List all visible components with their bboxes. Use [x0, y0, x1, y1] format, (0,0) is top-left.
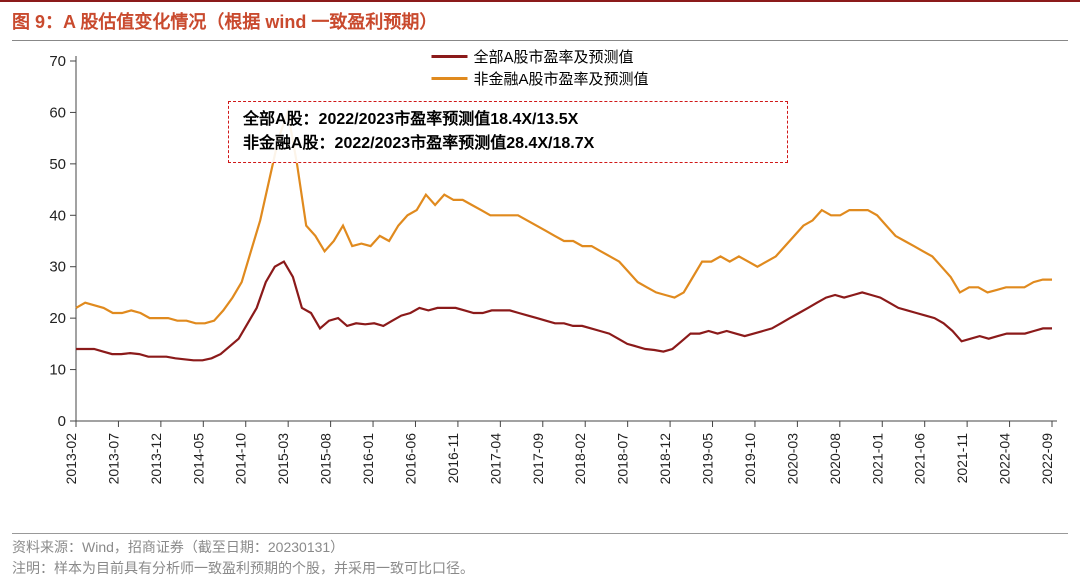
svg-text:2021-11: 2021-11 [954, 433, 970, 484]
svg-text:2013-02: 2013-02 [63, 433, 79, 485]
svg-text:0: 0 [58, 413, 66, 430]
svg-text:2014-10: 2014-10 [233, 433, 249, 485]
svg-text:2021-01: 2021-01 [869, 433, 885, 485]
legend-item-series2: 非金融A股市盈率及预测值 [431, 68, 648, 89]
svg-text:30: 30 [49, 259, 66, 276]
svg-text:2016-01: 2016-01 [360, 433, 376, 485]
svg-text:2020-03: 2020-03 [784, 433, 800, 485]
chart-title: 图 9：A 股估值变化情况（根据 wind 一致盈利预期） [12, 8, 1068, 34]
svg-text:2016-06: 2016-06 [402, 433, 418, 485]
svg-text:2017-09: 2017-09 [530, 433, 546, 485]
annotation-line-1: 全部A股：2022/2023市盈率预测值18.4X/13.5X [243, 108, 773, 132]
legend: 全部A股市盈率及预测值 非金融A股市盈率及预测值 [431, 45, 648, 90]
svg-text:2016-11: 2016-11 [445, 433, 461, 484]
title-bar: 图 9：A 股估值变化情况（根据 wind 一致盈利预期） [0, 0, 1080, 38]
legend-label-1: 全部A股市盈率及预测值 [473, 46, 633, 67]
footer-note: 注明：样本为目前具有分析师一致盈利预期的个股，并采用一致可比口径。 [12, 558, 1068, 579]
svg-text:50: 50 [49, 156, 66, 173]
annotation-box: 全部A股：2022/2023市盈率预测值18.4X/13.5X 非金融A股：20… [228, 101, 788, 163]
svg-text:70: 70 [49, 53, 66, 70]
svg-text:2014-05: 2014-05 [190, 433, 206, 485]
svg-text:2018-07: 2018-07 [615, 433, 631, 485]
svg-text:2022-04: 2022-04 [997, 433, 1013, 485]
svg-text:2019-10: 2019-10 [742, 433, 758, 485]
svg-text:2018-02: 2018-02 [572, 433, 588, 485]
svg-text:2017-04: 2017-04 [487, 433, 503, 485]
svg-text:2013-12: 2013-12 [148, 433, 164, 485]
svg-text:2022-09: 2022-09 [1039, 433, 1055, 485]
legend-swatch-1 [431, 55, 467, 58]
svg-text:2015-08: 2015-08 [318, 433, 334, 485]
footer: 资料来源：Wind，招商证券（截至日期：20230131） 注明：样本为目前具有… [12, 533, 1068, 579]
legend-label-2: 非金融A股市盈率及预测值 [473, 68, 648, 89]
svg-text:2020-08: 2020-08 [827, 433, 843, 485]
svg-text:40: 40 [49, 207, 66, 224]
svg-text:2013-07: 2013-07 [105, 433, 121, 485]
svg-text:2021-06: 2021-06 [912, 433, 928, 485]
svg-text:60: 60 [49, 104, 66, 121]
svg-text:2019-05: 2019-05 [700, 433, 716, 485]
svg-text:2018-12: 2018-12 [657, 433, 673, 485]
footer-rule [12, 533, 1068, 534]
chart-container: 全部A股市盈率及预测值 非金融A股市盈率及预测值 全部A股：2022/2023市… [12, 41, 1068, 521]
annotation-line-2: 非金融A股：2022/2023市盈率预测值28.4X/18.7X [243, 132, 773, 156]
legend-swatch-2 [431, 77, 467, 80]
svg-text:10: 10 [49, 362, 66, 379]
legend-item-series1: 全部A股市盈率及预测值 [431, 46, 648, 67]
svg-text:2015-03: 2015-03 [275, 433, 291, 485]
footer-source: 资料来源：Wind，招商证券（截至日期：20230131） [12, 537, 1068, 558]
svg-text:20: 20 [49, 310, 66, 327]
